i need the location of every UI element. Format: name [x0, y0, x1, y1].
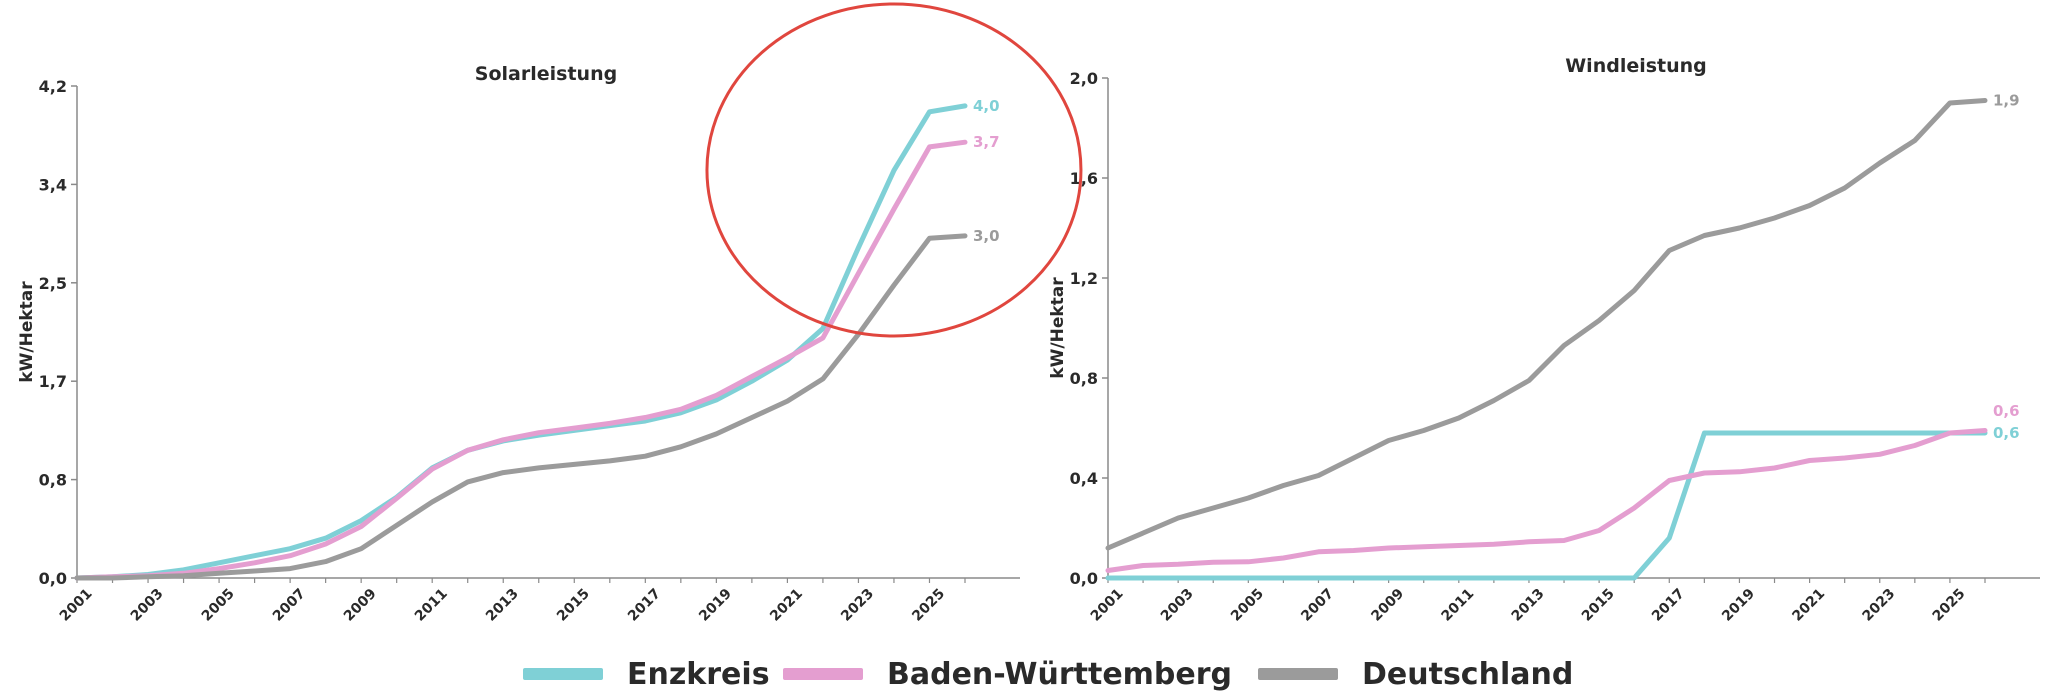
legend-swatch-enzkreis: [523, 668, 603, 680]
legend-item-deutschland: Deutschland: [1258, 654, 1573, 694]
x-tick-label: 2015: [1579, 586, 1618, 625]
series-line-baden-wuerttemberg: [1105, 428, 1988, 573]
x-tick-label: 2023: [1859, 586, 1898, 625]
y-tick-label: 0,8: [1070, 369, 1098, 388]
series-line-baden-wuerttemberg: [74, 139, 968, 581]
data-label-end-enzkreis: 0,6: [1993, 424, 2020, 442]
x-tick-label: 2009: [341, 586, 380, 625]
x-tick-label: 2021: [767, 586, 806, 625]
data-label-end-deutschland: 1,9: [1993, 92, 2020, 110]
x-tick-label: 2001: [57, 586, 96, 625]
chart-title-windleistung: Windleistung: [1565, 55, 1707, 77]
y-tick-label: 2,0: [1070, 69, 1098, 88]
x-tick-label: 2025: [909, 586, 948, 625]
legend-item-enzkreis: Enzkreis: [523, 654, 770, 694]
x-tick-label: 2019: [1719, 586, 1758, 625]
x-tick-label: 2017: [1649, 586, 1688, 625]
x-tick-label: 2007: [270, 586, 309, 625]
x-tick-label: 2001: [1088, 586, 1127, 625]
data-label-end-baden-wuerttemberg: 3,7: [973, 133, 1000, 151]
legend: Enzkreis Baden-Württemberg Deutschland: [0, 654, 2048, 694]
x-tick-label: 2003: [128, 586, 167, 625]
y-axis-label: kW/Hektar: [1048, 277, 1068, 379]
x-tick-label: 2005: [1228, 586, 1267, 625]
x-tick-label: 2011: [1439, 586, 1478, 625]
y-tick-label: 0,0: [1070, 569, 1098, 588]
legend-label-deutschland: Deutschland: [1362, 656, 1574, 692]
x-tick-label: 2015: [554, 586, 593, 625]
legend-label-enzkreis: Enzkreis: [627, 656, 770, 692]
data-label-end-enzkreis: 4,0: [973, 97, 1000, 115]
y-tick-label: 4,2: [39, 77, 67, 96]
chart-windleistung: Windleistung 0,0 0,4 0,8 1,2 1,6 2,0 kW/Hektar 2…: [1048, 55, 2040, 625]
y-tick-label: 3,4: [39, 175, 67, 194]
charts-canvas: Solarleistung 0,0 0,8 1,7 2,5 3,4 4,2 kW/Hektar…: [17, 2, 2040, 625]
y-tick-label: 2,5: [39, 274, 67, 293]
y-tick-label: 0,4: [1070, 469, 1098, 488]
x-tick-label: 2007: [1298, 586, 1337, 625]
x-tick-label: 2023: [838, 586, 877, 625]
y-tick-label: 1,6: [1070, 169, 1098, 188]
y-tick-label: 0,0: [39, 569, 67, 588]
x-tick-label: 2025: [1930, 586, 1969, 625]
x-tick-label: 2013: [483, 586, 522, 625]
y-tick-label: 1,7: [39, 372, 67, 391]
data-label-end-deutschland: 3,0: [973, 227, 1000, 245]
x-tick-label: 2005: [199, 586, 238, 625]
highlight-circle: [705, 2, 1083, 338]
series-line-deutschland: [74, 233, 968, 581]
x-tick-label: 2021: [1789, 586, 1828, 625]
legend-label-baden-wuerttemberg: Baden-Württemberg: [887, 656, 1233, 692]
legend-swatch-baden-wuerttemberg: [783, 668, 863, 680]
series-line-deutschland: [1105, 98, 1988, 551]
x-tick-label: 2019: [696, 586, 735, 625]
y-tick-label: 1,2: [1070, 269, 1098, 288]
series-line-enzkreis: [1105, 430, 1988, 581]
x-tick-label: 2009: [1368, 586, 1407, 625]
chart-solarleistung: Solarleistung 0,0 0,8 1,7 2,5 3,4 4,2 kW/Hektar…: [17, 63, 1020, 625]
series-line-enzkreis: [74, 103, 968, 581]
y-axis-label: kW/Hektar: [17, 281, 37, 383]
x-tick-label: 2013: [1509, 586, 1548, 625]
x-tick-label: 2011: [412, 586, 451, 625]
chart-title-solarleistung: Solarleistung: [475, 63, 617, 85]
data-label-end-baden-wuerttemberg: 0,6: [1993, 402, 2020, 420]
x-tick-label: 2017: [625, 586, 664, 625]
y-tick-label: 0,8: [39, 471, 67, 490]
legend-item-baden-wuerttemberg: Baden-Württemberg: [783, 654, 1232, 694]
legend-swatch-deutschland: [1258, 668, 1338, 680]
x-tick-label: 2003: [1158, 586, 1197, 625]
